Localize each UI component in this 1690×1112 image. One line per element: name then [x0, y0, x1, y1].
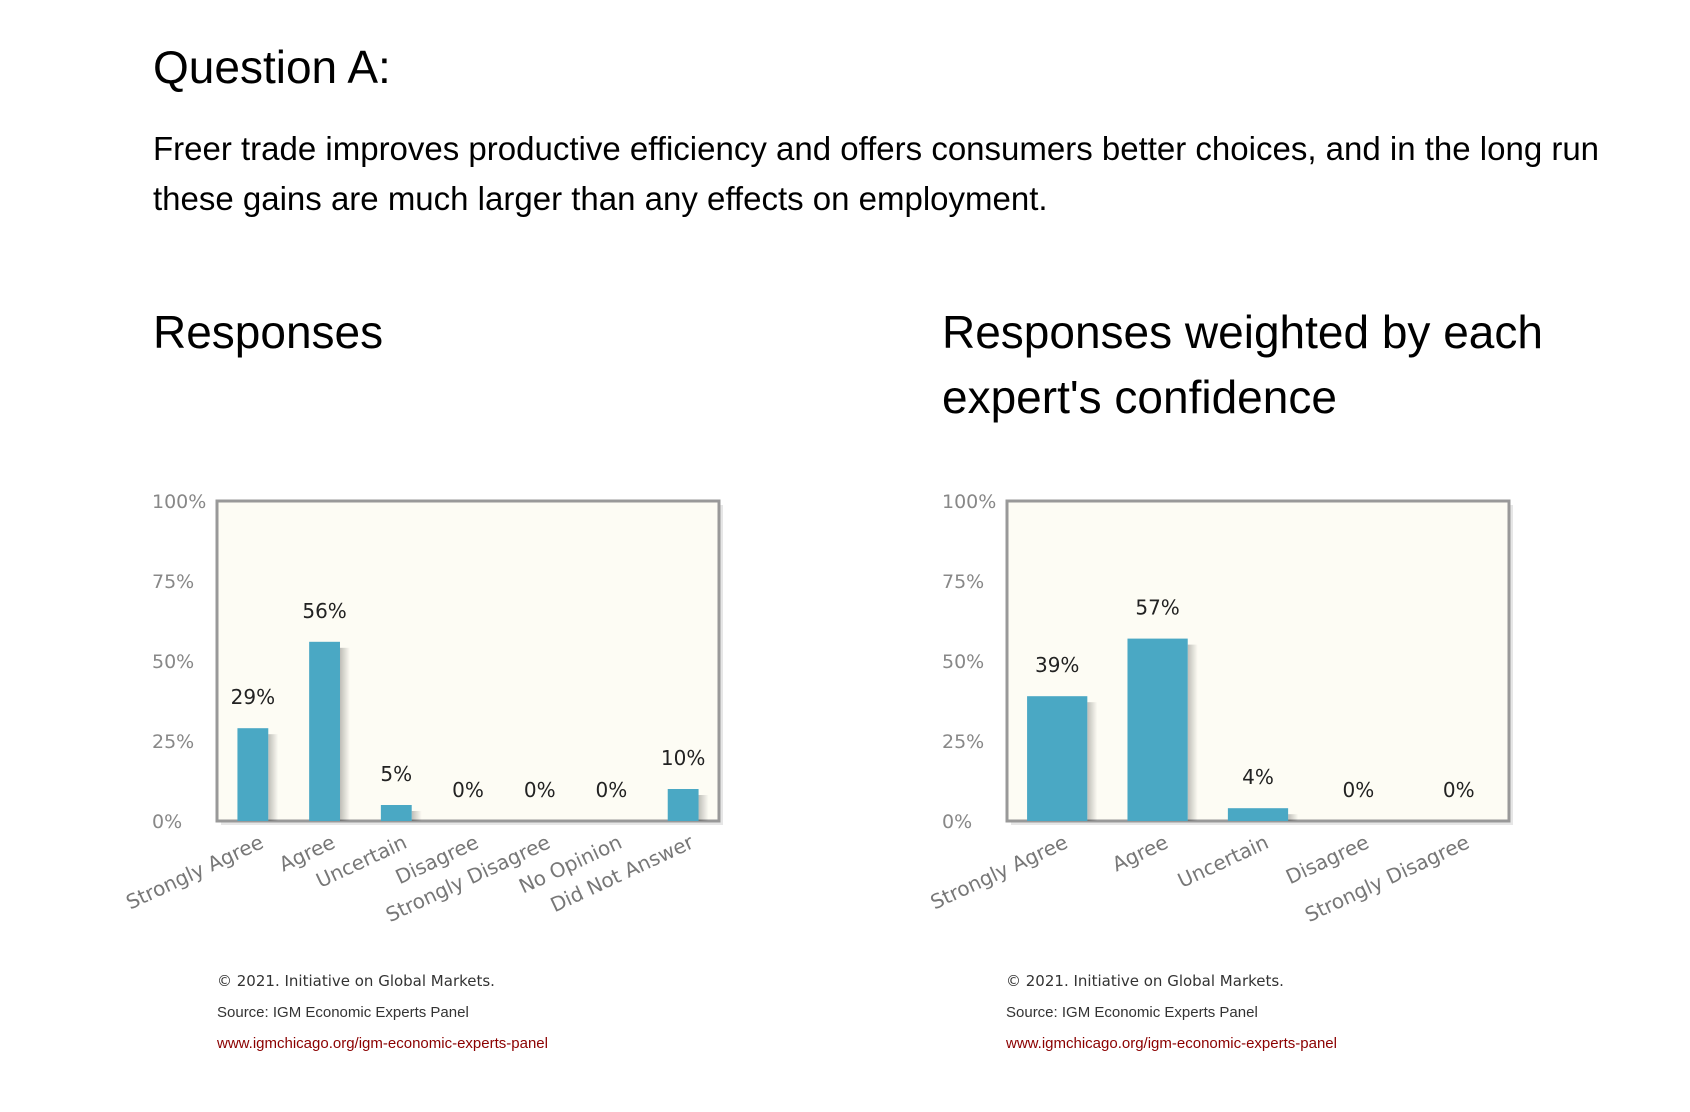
bar-value-label: 29% [231, 685, 275, 709]
bar-value-label: 4% [1242, 765, 1274, 789]
plot-area [215, 499, 721, 823]
source-text: Source: IGM Economic Experts Panel [217, 1004, 469, 1021]
y-tick-label: 100% [942, 491, 996, 513]
bar-shadow [1288, 814, 1299, 821]
copyright-text: © 2021. Initiative on Global Markets. [1006, 972, 1284, 990]
bar [1127, 638, 1188, 821]
y-tick-label: 25% [152, 731, 194, 753]
question-title: Question A: [153, 41, 391, 93]
bar-value-label: 0% [596, 778, 628, 802]
bar [1227, 808, 1289, 821]
bar-shadow [1087, 702, 1098, 821]
bar [309, 641, 340, 821]
y-tick-label: 75% [152, 571, 194, 593]
responses-title: Responses [153, 306, 384, 358]
bar-value-label: 57% [1135, 596, 1179, 620]
category-label: Agree [1108, 830, 1171, 877]
bar-shadow [698, 795, 709, 821]
copyright-text: © 2021. Initiative on Global Markets. [217, 972, 495, 990]
bar-value-label: 39% [1035, 653, 1079, 677]
bar [667, 789, 699, 821]
source-link[interactable]: www.igmchicago.org/igm-economic-experts-… [1006, 1035, 1337, 1052]
bar-value-label: 0% [452, 778, 484, 802]
bar-shadow [1187, 644, 1198, 821]
bar-value-label: 56% [302, 599, 346, 623]
bar-value-label: 10% [661, 746, 705, 770]
weighted-responses-chart: 0% 25% 50% 75% 100% 39% Strongly Agree 57% Agree… [927, 491, 1513, 927]
bar [237, 728, 269, 821]
y-tick-label: 25% [942, 731, 984, 753]
question-text: Freer trade improves productive efficien… [153, 130, 1600, 217]
y-tick-label: 75% [942, 571, 984, 593]
bar-value-label: 0% [1443, 778, 1475, 802]
y-tick-label: 100% [152, 491, 206, 513]
bar [1027, 696, 1088, 821]
y-tick-label: 50% [942, 651, 984, 673]
bar-value-label: 5% [380, 762, 412, 786]
bar-value-label: 0% [1343, 778, 1375, 802]
bar-shadow [268, 734, 279, 821]
category-label: Strongly Agree [927, 830, 1072, 914]
y-tick-label: 50% [152, 651, 194, 673]
y-tick-label: 0% [942, 811, 972, 833]
source-text: Source: IGM Economic Experts Panel [1006, 1004, 1258, 1021]
source-link[interactable]: www.igmchicago.org/igm-economic-experts-… [217, 1035, 548, 1052]
y-tick-label: 0% [152, 811, 182, 833]
category-label: Strongly Agree [122, 830, 267, 914]
bar-value-label: 0% [524, 778, 556, 802]
category-label: Strongly Disagree [1301, 830, 1473, 927]
bar [380, 805, 412, 821]
responses-chart: 0%25%50%75%100%29%Strongly Agree56%Agree… [122, 491, 723, 927]
bar-shadow [339, 647, 350, 821]
weighted-responses-title: Responses weighted by each expert's conf… [942, 306, 1543, 423]
bar-shadow [411, 811, 422, 821]
category-label: Uncertain [1174, 830, 1272, 893]
